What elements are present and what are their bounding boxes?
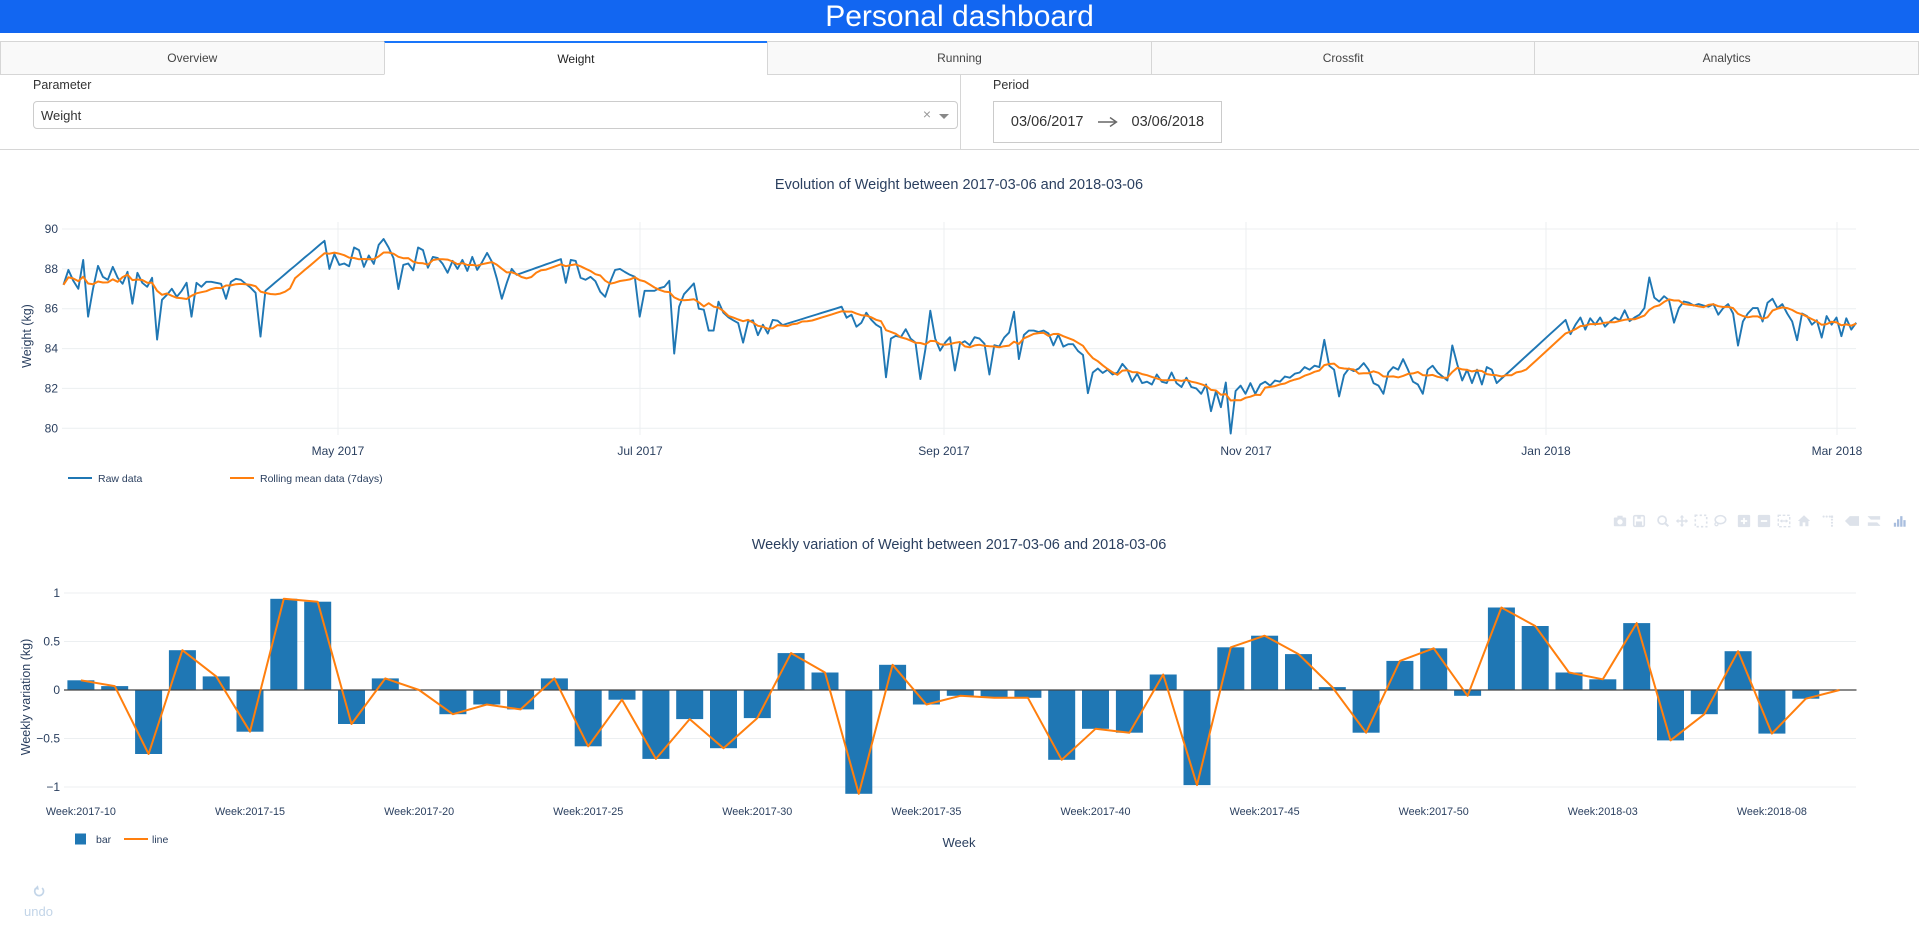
svg-text:Week:2017-35: Week:2017-35	[891, 806, 961, 818]
svg-text:bar: bar	[96, 834, 112, 846]
svg-text:88: 88	[45, 262, 59, 276]
svg-text:0.5: 0.5	[43, 635, 60, 649]
svg-text:Week:2017-15: Week:2017-15	[215, 806, 285, 818]
svg-text:Jan 2018: Jan 2018	[1521, 444, 1571, 458]
svg-text:Week: Week	[943, 835, 976, 850]
svg-text:Jul 2017: Jul 2017	[617, 444, 663, 458]
svg-text:Nov 2017: Nov 2017	[1220, 444, 1272, 458]
svg-text:Sep 2017: Sep 2017	[918, 444, 970, 458]
svg-text:Mar 2018: Mar 2018	[1812, 444, 1863, 458]
svg-text:Week:2017-10: Week:2017-10	[46, 806, 116, 818]
svg-text:Week:2017-30: Week:2017-30	[722, 806, 792, 818]
svg-text:Weekly variation of Weight bet: Weekly variation of Weight between 2017-…	[752, 537, 1167, 553]
svg-text:Rolling mean data (7days): Rolling mean data (7days)	[260, 473, 383, 485]
svg-text:0: 0	[53, 683, 60, 697]
svg-text:Week:2017-25: Week:2017-25	[553, 806, 623, 818]
svg-text:line: line	[152, 834, 169, 846]
svg-text:Evolution of Weight between 20: Evolution of Weight between 2017-03-06 a…	[775, 177, 1143, 193]
svg-text:86: 86	[45, 302, 59, 316]
svg-text:−0.5: −0.5	[36, 732, 60, 746]
svg-text:82: 82	[45, 381, 59, 395]
svg-text:Week:2018-03: Week:2018-03	[1568, 806, 1638, 818]
svg-text:Weight (kg): Weight (kg)	[20, 304, 34, 368]
svg-text:1: 1	[53, 586, 60, 600]
svg-text:90: 90	[45, 222, 59, 236]
svg-text:Week:2017-50: Week:2017-50	[1399, 806, 1469, 818]
svg-text:Raw data: Raw data	[98, 473, 143, 485]
svg-text:80: 80	[45, 421, 59, 435]
svg-text:Week:2017-20: Week:2017-20	[384, 806, 454, 818]
svg-text:84: 84	[45, 342, 59, 356]
svg-text:Weekly variation (kg): Weekly variation (kg)	[19, 639, 33, 755]
svg-text:Week:2018-08: Week:2018-08	[1737, 806, 1807, 818]
svg-text:−1: −1	[46, 780, 60, 794]
svg-text:Week:2017-45: Week:2017-45	[1230, 806, 1300, 818]
svg-text:Week:2017-40: Week:2017-40	[1060, 806, 1130, 818]
svg-text:May 2017: May 2017	[312, 444, 365, 458]
